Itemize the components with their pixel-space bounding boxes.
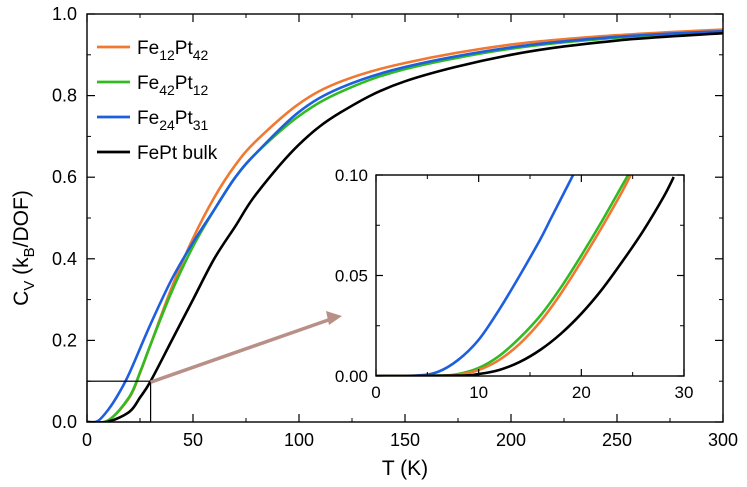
y-axis-title: CV (kB/DOF) [10, 190, 38, 306]
main-series-group [87, 28, 723, 422]
zoom-region-box [86, 380, 152, 423]
y-axis-title-sub-v: V [21, 281, 38, 291]
legend-label: Fe24Pt31 [137, 108, 209, 133]
inset-series-group [376, 175, 675, 376]
y-axis-title-close: /DOF) [10, 190, 33, 247]
legend-label: Fe12Pt42 [137, 38, 209, 63]
series-line-fept-bulk [87, 31, 723, 422]
x-tick-label: 250 [602, 430, 632, 450]
legend-label: FePt bulk [137, 143, 218, 164]
y-tick-label: 1.0 [52, 4, 77, 24]
y-axis-title-paren: (k [10, 257, 33, 281]
x-tick-label: 100 [284, 430, 314, 450]
x-axis-title: T (K) [382, 457, 428, 480]
zoom-arrow-head [326, 311, 342, 325]
legend: Fe12Pt42 Fe42Pt12 Fe24Pt31 FePt bulk [97, 38, 218, 164]
x-tick-label: 200 [496, 430, 526, 450]
inset-series-line-fe24pt31 [376, 175, 575, 376]
x-tick-label: 0 [82, 430, 92, 450]
inset-x-tick-label: 10 [469, 383, 488, 402]
inset-x-tick-label: 0 [371, 383, 380, 402]
zoom-arrow [150, 311, 342, 384]
series-line-fe24pt31 [87, 29, 723, 422]
x-tick-label: 50 [183, 430, 203, 450]
zoom-arrow-shaft [150, 316, 335, 384]
y-tick-label: 0.6 [52, 167, 77, 187]
inset-series-line-fept-bulk [376, 176, 675, 376]
inset-background [376, 175, 684, 376]
x-tick-label: 150 [390, 430, 420, 450]
legend-label: Fe42Pt12 [137, 73, 209, 98]
y-tick-label: 0.2 [52, 330, 77, 350]
inset-y-tick-label: 0.05 [335, 267, 368, 286]
y-tick-label: 0.4 [52, 249, 77, 269]
y-tick-label: 0.8 [52, 86, 77, 106]
inset-y-tick-label: 0.00 [335, 367, 368, 386]
x-tick-label: 300 [708, 430, 738, 450]
inset-x-tick-label: 30 [675, 383, 694, 402]
inset-y-tick-label: 0.10 [335, 166, 368, 185]
y-axis-title-c: C [10, 291, 33, 306]
inset-x-tick-label: 20 [572, 383, 591, 402]
y-tick-label: 0.0 [52, 412, 77, 432]
inset-plot-area: 0 10 20 30 0.00 0.05 0.10 [335, 166, 694, 402]
y-axis-title-sub-b: B [21, 247, 38, 257]
